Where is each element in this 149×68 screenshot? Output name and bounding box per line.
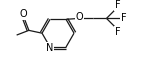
Text: F: F xyxy=(115,0,121,10)
Text: F: F xyxy=(115,27,121,37)
Text: F: F xyxy=(121,13,127,23)
Text: O: O xyxy=(19,9,27,19)
Text: O: O xyxy=(76,12,83,22)
Text: N: N xyxy=(46,43,53,53)
